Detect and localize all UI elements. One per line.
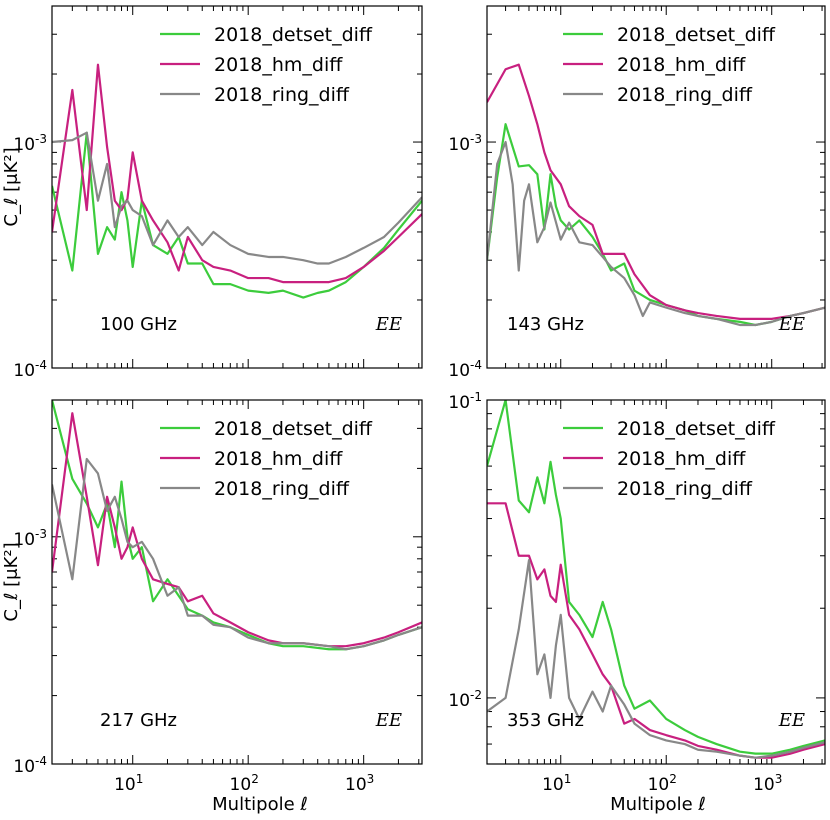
axes-frame [486,5,826,369]
frequency-label: 217 GHz [100,710,177,731]
x-axis-label-left: Multipole ℓ [212,794,308,815]
series-group [52,400,422,651]
panels-group: 10-3 10-4 2018_detset_diff 2018_hm_diff 2018… [1,5,826,795]
legend-label-2018_ring_diff: 2018_ring_diff [214,478,350,500]
panel-100-ghz: 10-3 10-4 2018_detset_diff 2018_hm_diff 2018… [1,5,423,381]
legend-label-2018_hm_diff: 2018_hm_diff [617,448,746,470]
x-axis-label-right: Multipole ℓ [610,794,706,815]
x-tick-label: 103 [753,772,782,795]
series-line-2018_ring_diff [487,140,825,327]
series-line-2018_ring_diff [52,457,422,651]
legend-label-2018_hm_diff: 2018_hm_diff [617,54,746,76]
spectrum-label: EE [375,710,402,731]
legend-label-2018_ring_diff: 2018_ring_diff [617,84,753,106]
panel-353-ghz: 101 102 103 10-1 10-2 2018_detset_diff 2018_hm… [448,390,826,795]
series-group [487,63,825,327]
legend-label-2018_hm_diff: 2018_hm_diff [214,448,343,470]
axes-frame [51,399,423,765]
spectrum-label: EE [375,314,402,335]
y-tick-label: 10-4 [13,754,47,777]
series-line-2018_detset_diff [487,400,825,755]
series-line-2018_hm_diff [52,63,422,284]
x-tick-label: 101 [542,772,571,795]
legend-label-2018_ring_diff: 2018_ring_diff [617,478,753,500]
y-tick-label: 10-2 [448,688,482,711]
spectrum-label: EE [778,710,805,731]
series-line-2018_detset_diff [487,123,825,327]
series-line-2018_ring_diff [487,559,825,759]
frequency-label: 100 GHz [100,314,177,335]
y-tick-label: 10-1 [448,390,482,413]
legend-label-2018_detset_diff: 2018_detset_diff [214,24,373,46]
y-tick-label: 10-4 [13,358,47,381]
legend-label-2018_detset_diff: 2018_detset_diff [617,418,776,440]
series-line-2018_hm_diff [487,63,825,320]
y-tick-label: 10-3 [13,132,47,155]
series-group [487,400,825,759]
y-axis-label: C_ℓ [μK²] [1,542,22,621]
frequency-label: 353 GHz [507,710,584,731]
x-tick-label: 101 [114,772,143,795]
series-line-2018_detset_diff [52,131,422,299]
panel-143-ghz: 10-3 10-4 2018_detset_diff 2018_hm_diff 2018… [448,5,826,381]
frequency-label: 143 GHz [507,314,584,335]
y-tick-label: 10-3 [448,132,482,155]
legend-label-2018_detset_diff: 2018_detset_diff [214,418,373,440]
series-group [52,63,422,299]
x-tick-label: 102 [648,772,677,795]
panel-217-ghz: 101 102 103 10-3 10-4 2018_detset_diff 2018_hm… [1,399,423,795]
axes-frame [51,5,423,369]
y-tick-label: 10-4 [448,358,482,381]
axes-frame [486,399,826,765]
legend-label-2018_detset_diff: 2018_detset_diff [617,24,776,46]
legend-label-2018_ring_diff: 2018_ring_diff [214,84,350,106]
x-tick-label: 102 [230,772,259,795]
y-axis-label: C_ℓ [μK²] [1,147,22,226]
series-line-2018_ring_diff [52,131,422,265]
x-tick-label: 103 [345,772,374,795]
spectrum-label: EE [778,314,805,335]
y-tick-label: 10-3 [13,527,47,550]
legend-label-2018_hm_diff: 2018_hm_diff [214,54,343,76]
